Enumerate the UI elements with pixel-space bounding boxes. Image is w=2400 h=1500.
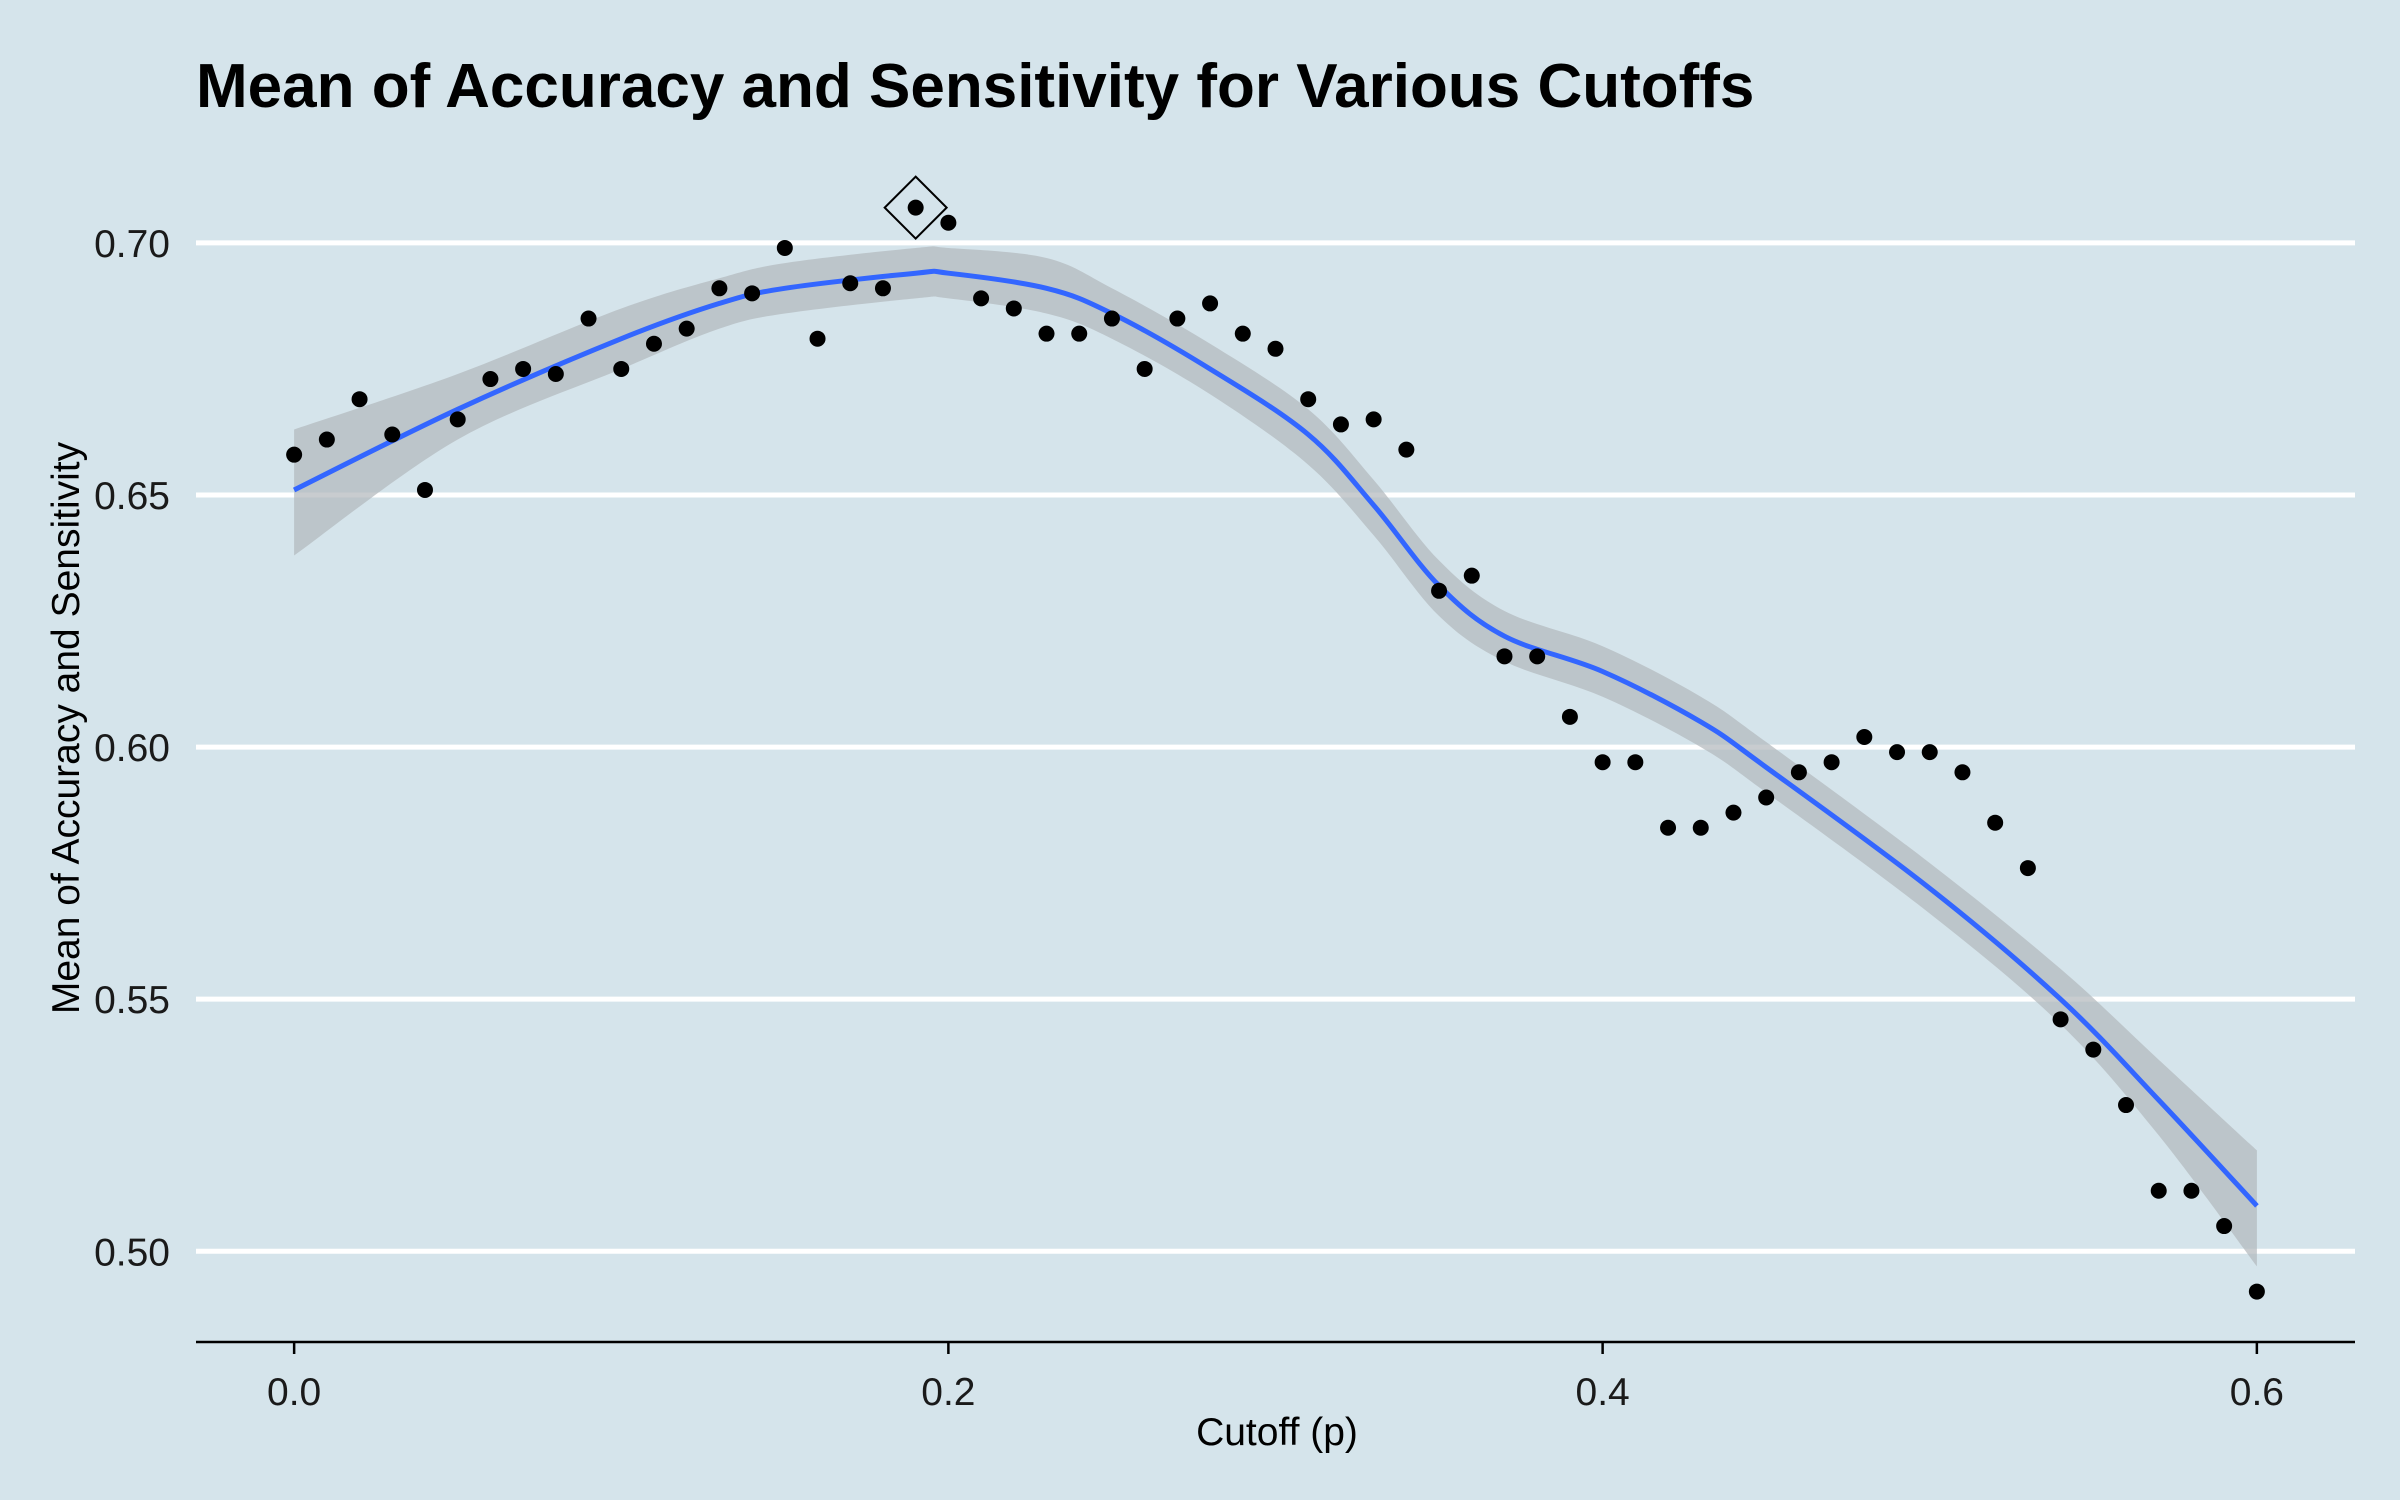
data-point [1332, 416, 1349, 433]
data-point [2085, 1041, 2102, 1058]
data-point [449, 411, 466, 428]
y-tick-label: 0.50 [94, 1231, 170, 1274]
data-point [711, 280, 728, 297]
data-point [1823, 754, 1840, 771]
data-point [1365, 411, 1382, 428]
gridlines [196, 240, 2355, 1254]
data-point [1987, 814, 2004, 831]
data-point [318, 431, 335, 448]
x-tick-label: 0.0 [267, 1371, 321, 1414]
data-point [1889, 744, 1906, 761]
data-point [1594, 754, 1611, 771]
y-tick-label: 0.70 [94, 223, 170, 266]
x-axis-label: Cutoff (p) [1196, 1411, 1358, 1454]
data-point [1463, 567, 1480, 584]
data-point [1627, 754, 1644, 771]
data-point [1660, 819, 1677, 836]
data-point [809, 330, 826, 347]
y-axis-label: Mean of Accuracy and Sensitivity [45, 441, 88, 1014]
data-point [1725, 804, 1742, 821]
data-point [678, 320, 695, 337]
data-point [1921, 744, 1938, 761]
data-point [1496, 648, 1513, 665]
x-tick-label: 0.2 [921, 1371, 975, 1414]
y-tick-label: 0.55 [94, 979, 170, 1022]
chart-title: Mean of Accuracy and Sensitivity for Var… [196, 52, 1754, 121]
x-axis-ticks: 0.0 0.2 0.4 0.6 [267, 1342, 2284, 1414]
data-point [1692, 819, 1709, 836]
data-point [2019, 860, 2036, 877]
x-tick-label: 0.6 [2230, 1371, 2284, 1414]
data-point [1758, 789, 1775, 806]
data-point [1561, 708, 1578, 725]
data-point [842, 275, 859, 292]
data-point [286, 446, 303, 463]
y-tick-label: 0.60 [94, 727, 170, 770]
data-point [613, 360, 630, 377]
data-point [1954, 764, 1971, 781]
data-point [482, 371, 499, 388]
highlight-diamond [883, 175, 949, 241]
data-point [515, 360, 532, 377]
data-point [2216, 1218, 2233, 1235]
data-point [1005, 300, 1022, 317]
data-point [1038, 325, 1055, 342]
data-point [1398, 441, 1415, 458]
data-point [1790, 764, 1807, 781]
data-point [1071, 325, 1088, 342]
data-point [2183, 1182, 2200, 1199]
data-point [973, 290, 990, 307]
data-point [351, 391, 368, 408]
data-point [384, 426, 401, 443]
data-point [1300, 391, 1317, 408]
data-point [1169, 310, 1186, 327]
data-point [645, 335, 662, 352]
data-point [907, 199, 924, 216]
highlight-marker [883, 175, 949, 241]
data-points [286, 199, 2265, 1300]
data-point [744, 285, 761, 302]
y-tick-label: 0.65 [94, 475, 170, 518]
data-point [2248, 1283, 2265, 1300]
data-point [1234, 325, 1251, 342]
data-point [580, 310, 597, 327]
data-point [2118, 1097, 2135, 1114]
data-point [1136, 360, 1153, 377]
data-point [940, 214, 957, 231]
data-point [416, 481, 433, 498]
data-point [1267, 340, 1284, 357]
y-axis-ticks: 0.50 0.55 0.60 0.65 0.70 [94, 223, 170, 1274]
data-point [1856, 729, 1873, 745]
data-point [2150, 1182, 2167, 1199]
x-tick-label: 0.4 [1576, 1371, 1630, 1414]
data-point [2052, 1011, 2069, 1028]
data-point [874, 280, 891, 297]
data-point [1202, 295, 1219, 312]
data-point [776, 239, 793, 256]
smooth-fit-line [292, 268, 2259, 1208]
data-point [547, 366, 564, 382]
data-point [1103, 310, 1120, 327]
data-point [1431, 582, 1448, 599]
data-point [1529, 648, 1546, 665]
